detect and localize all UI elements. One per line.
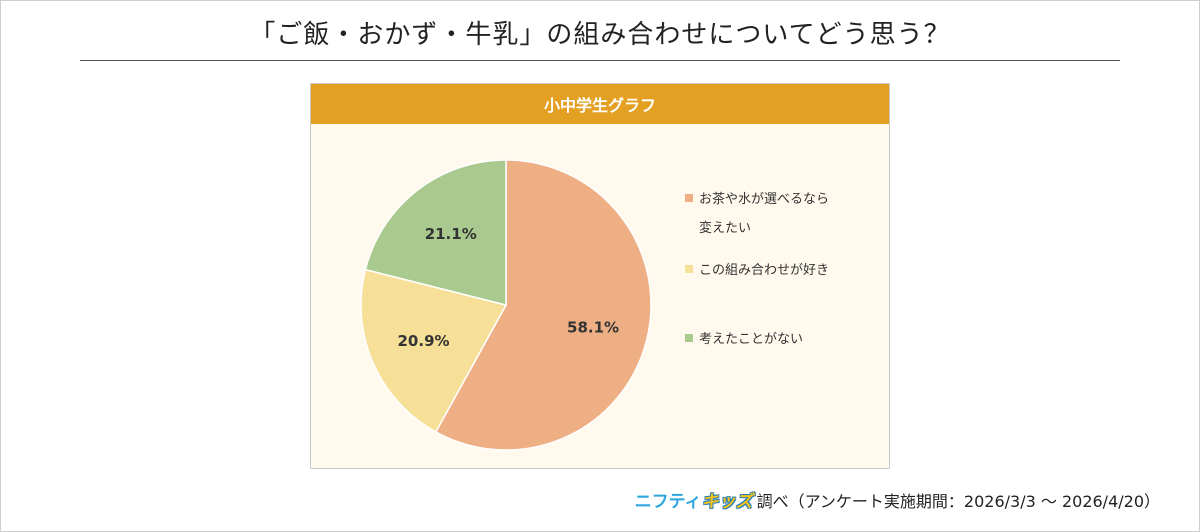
pie-slice-2: [360, 268, 508, 433]
brand-logo: ニフティキッズ: [635, 487, 753, 512]
page-title: 「ご飯・おかず・牛乳」の組み合わせについてどう思う？: [249, 20, 951, 50]
legend-label-1: お茶や水が選べるなら: [699, 191, 829, 207]
title-divider: [80, 60, 1120, 61]
brand-logo-part-a: ニフティ: [634, 492, 702, 512]
chart-panel: 小中学生グラフ 58.1% 20.9% 21.1% お茶や水が選べるなら 変えたいこの組…: [310, 83, 890, 469]
slice-value-label-2: 20.9%: [398, 332, 450, 350]
legend-label-1: 変えたい: [699, 220, 751, 236]
legend-label-3: 考えたことがない: [699, 332, 803, 347]
legend-swatch-3: [685, 334, 693, 342]
source-text: 調べ（アンケート実施期間：2026/3/3 ～ 2026/4/20）: [756, 491, 1160, 511]
slice-value-label-1: 58.1%: [567, 318, 619, 336]
pie-chart: 58.1% 20.9% 21.1% お茶や水が選べるなら変えたいこの組み合わせが好き考…: [360, 159, 829, 451]
legend-swatch-1: [685, 194, 693, 202]
slice-value-label-3: 21.1%: [425, 225, 477, 243]
pie-slice-1: [434, 159, 652, 451]
legend-swatch-2: [685, 265, 693, 273]
source-credit: ニフティキッズ 調べ（アンケート実施期間：2026/3/3 ～ 2026/4/2…: [635, 487, 1160, 513]
brand-logo-part-b: キッズ: [701, 492, 753, 512]
pie-slice-3: [364, 159, 507, 306]
legend-label-2: この組み合わせが好き: [699, 263, 829, 278]
chart-title: 小中学生グラフ: [311, 84, 889, 124]
